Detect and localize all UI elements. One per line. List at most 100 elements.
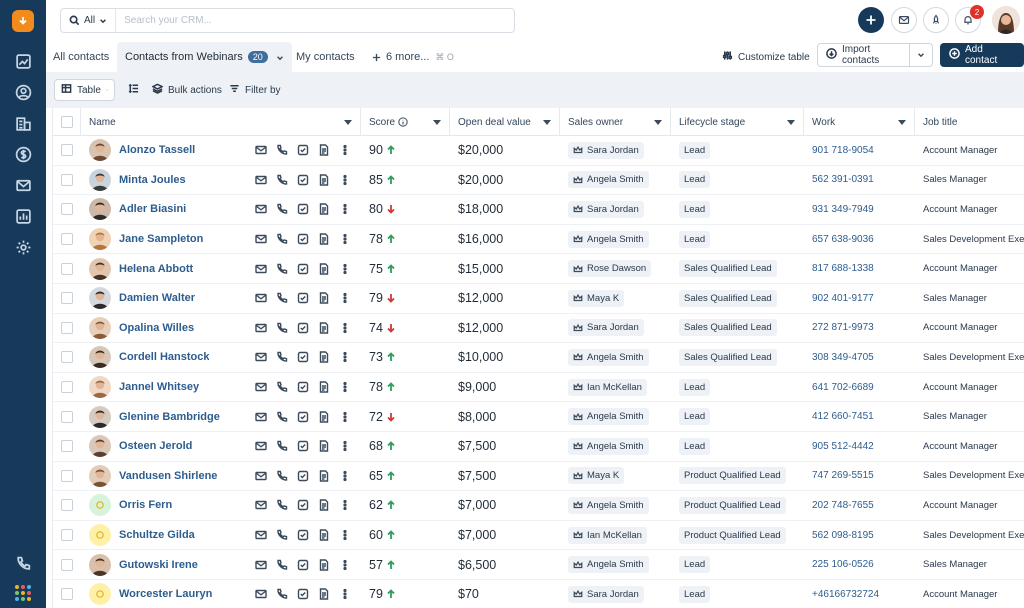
- sales-owner-cell[interactable]: Angela Smith: [568, 166, 649, 195]
- contact-name-link[interactable]: Schultze Gilda: [119, 529, 195, 542]
- note-icon[interactable]: [318, 174, 330, 186]
- mail-icon[interactable]: [255, 559, 267, 571]
- lifecycle-stage-cell[interactable]: Sales Qualified Lead: [679, 314, 777, 343]
- row-checkbox[interactable]: [61, 410, 73, 423]
- sort-caret-icon[interactable]: [898, 120, 906, 125]
- phone-icon[interactable]: [276, 411, 288, 423]
- sales-owner-cell[interactable]: Rose Dawson: [568, 254, 652, 283]
- more-vertical-icon[interactable]: [339, 499, 351, 511]
- sales-owner-chip[interactable]: Sara Jordan: [568, 585, 644, 603]
- row-checkbox[interactable]: [61, 469, 73, 482]
- work-phone-link[interactable]: 902 401-9177: [812, 292, 874, 304]
- sidebar-item-deals[interactable]: [13, 144, 33, 164]
- note-icon[interactable]: [318, 292, 330, 304]
- task-icon[interactable]: [297, 529, 309, 541]
- work-phone-cell[interactable]: 905 512-4442: [812, 432, 874, 461]
- more-vertical-icon[interactable]: [339, 144, 351, 156]
- mail-icon[interactable]: [255, 322, 267, 334]
- user-avatar[interactable]: [992, 6, 1020, 34]
- mail-icon[interactable]: [255, 174, 267, 186]
- lifecycle-stage-chip[interactable]: Lead: [679, 408, 711, 426]
- lifecycle-stage-cell[interactable]: Sales Qualified Lead: [679, 343, 777, 372]
- sidebar-item-email[interactable]: [13, 175, 33, 195]
- contact-name-cell[interactable]: Helena Abbott: [89, 254, 193, 283]
- work-phone-link[interactable]: 225 106-0526: [812, 559, 874, 571]
- more-vertical-icon[interactable]: [339, 233, 351, 245]
- sales-owner-chip[interactable]: Maya K: [568, 467, 625, 485]
- lifecycle-stage-chip[interactable]: Lead: [679, 230, 711, 248]
- phone-icon[interactable]: [276, 381, 288, 393]
- task-icon[interactable]: [297, 411, 309, 423]
- phone-icon[interactable]: [276, 588, 288, 600]
- column-header-name[interactable]: Name: [81, 108, 361, 136]
- more-vertical-icon[interactable]: [339, 203, 351, 215]
- sales-owner-chip[interactable]: Sara Jordan: [568, 200, 644, 218]
- more-vertical-icon[interactable]: [339, 559, 351, 571]
- row-checkbox[interactable]: [61, 233, 73, 246]
- contact-name-link[interactable]: Worcester Lauryn: [119, 588, 213, 601]
- contact-name-link[interactable]: Alonzo Tassell: [119, 144, 196, 157]
- work-phone-link[interactable]: 931 349-7949: [812, 203, 874, 215]
- tab-all-contacts[interactable]: All contacts: [53, 42, 109, 72]
- phone-icon[interactable]: [276, 144, 288, 156]
- row-checkbox[interactable]: [61, 262, 73, 275]
- work-phone-cell[interactable]: 902 401-9177: [812, 284, 874, 313]
- work-phone-cell[interactable]: 657 638-9036: [812, 225, 874, 254]
- work-phone-link[interactable]: 272 871-9973: [812, 322, 874, 334]
- more-vertical-icon[interactable]: [339, 263, 351, 275]
- work-phone-cell[interactable]: 272 871-9973: [812, 314, 874, 343]
- note-icon[interactable]: [318, 410, 330, 423]
- mail-icon[interactable]: [255, 529, 267, 541]
- sort-caret-icon[interactable]: [543, 120, 551, 125]
- sales-owner-chip[interactable]: Angela Smith: [568, 348, 649, 366]
- mail-icon[interactable]: [255, 381, 267, 393]
- work-phone-cell[interactable]: 202 748-7655: [812, 491, 874, 520]
- lifecycle-stage-chip[interactable]: Sales Qualified Lead: [679, 319, 777, 337]
- lifecycle-stage-cell[interactable]: Lead: [679, 432, 711, 461]
- task-icon[interactable]: [297, 351, 309, 363]
- sales-owner-cell[interactable]: Angela Smith: [568, 343, 649, 372]
- sales-owner-cell[interactable]: Angela Smith: [568, 491, 649, 520]
- contact-name-link[interactable]: Jannel Whitsey: [119, 381, 200, 394]
- work-phone-cell[interactable]: 412 660-7451: [812, 402, 874, 431]
- task-icon[interactable]: [297, 381, 309, 393]
- table-row[interactable]: Orris Fern 62 $7,000 Angela Smith Product Qu…: [53, 491, 1024, 521]
- row-checkbox[interactable]: [61, 588, 73, 601]
- more-vertical-icon[interactable]: [339, 381, 351, 393]
- table-row[interactable]: Jannel Whitsey 78 $9,000 Ian McKellan Lead 64…: [53, 373, 1024, 403]
- mail-icon[interactable]: [255, 588, 267, 600]
- contact-name-cell[interactable]: Worcester Lauryn: [89, 580, 212, 608]
- contact-name-link[interactable]: Adler Biasini: [119, 203, 187, 216]
- task-icon[interactable]: [297, 322, 309, 334]
- bulk-actions-button[interactable]: Bulk actions: [151, 79, 222, 101]
- import-contacts-button[interactable]: Import contacts: [817, 43, 910, 67]
- phone-icon[interactable]: [276, 203, 288, 215]
- row-checkbox[interactable]: [61, 499, 73, 512]
- mail-icon[interactable]: [255, 499, 267, 511]
- work-phone-cell[interactable]: 225 106-0526: [812, 550, 874, 579]
- lifecycle-stage-chip[interactable]: Product Qualified Lead: [679, 526, 786, 544]
- mail-icon[interactable]: [255, 144, 267, 156]
- row-density-button[interactable]: [128, 79, 139, 101]
- mail-icon[interactable]: [255, 470, 267, 482]
- task-icon[interactable]: [297, 559, 309, 571]
- contact-name-link[interactable]: Minta Joules: [119, 173, 186, 186]
- task-icon[interactable]: [297, 233, 309, 245]
- lifecycle-stage-cell[interactable]: Lead: [679, 195, 711, 224]
- contact-name-cell[interactable]: Jannel Whitsey: [89, 373, 199, 402]
- sales-owner-cell[interactable]: Angela Smith: [568, 225, 649, 254]
- mail-icon[interactable]: [255, 233, 267, 245]
- sidebar-item-settings[interactable]: [13, 237, 33, 257]
- lifecycle-stage-chip[interactable]: Lead: [679, 141, 711, 159]
- work-phone-cell[interactable]: +46166732724: [812, 580, 879, 608]
- contact-name-cell[interactable]: Jane Sampleton: [89, 225, 203, 254]
- work-phone-cell[interactable]: 308 349-4705: [812, 343, 874, 372]
- contact-name-cell[interactable]: Schultze Gilda: [89, 521, 195, 550]
- sales-owner-cell[interactable]: Angela Smith: [568, 432, 649, 461]
- sales-owner-cell[interactable]: Ian McKellan: [568, 521, 647, 550]
- phone-icon[interactable]: [276, 292, 288, 304]
- work-phone-link[interactable]: +46166732724: [812, 588, 880, 600]
- task-icon[interactable]: [297, 440, 309, 452]
- lifecycle-stage-cell[interactable]: Lead: [679, 166, 711, 195]
- view-type-select[interactable]: Table: [54, 79, 115, 101]
